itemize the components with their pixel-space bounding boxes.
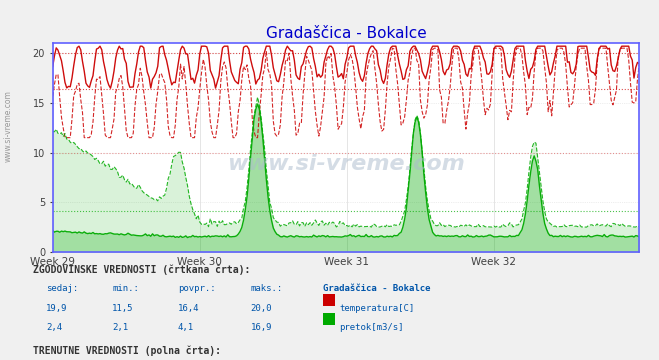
Text: 4,1: 4,1 xyxy=(178,323,194,332)
Text: TRENUTNE VREDNOSTI (polna črta):: TRENUTNE VREDNOSTI (polna črta): xyxy=(33,345,221,356)
Text: maks.:: maks.: xyxy=(250,284,283,293)
Title: Gradaščica - Bokalce: Gradaščica - Bokalce xyxy=(266,26,426,41)
Text: 11,5: 11,5 xyxy=(112,304,134,313)
Text: www.si-vreme.com: www.si-vreme.com xyxy=(3,90,13,162)
Text: 2,4: 2,4 xyxy=(46,323,62,332)
Text: sedaj:: sedaj: xyxy=(46,284,78,293)
Text: temperatura[C]: temperatura[C] xyxy=(339,304,415,313)
Text: 20,0: 20,0 xyxy=(250,304,272,313)
Text: 19,9: 19,9 xyxy=(46,304,68,313)
Text: Gradaščica - Bokalce: Gradaščica - Bokalce xyxy=(323,284,430,293)
Text: min.:: min.: xyxy=(112,284,139,293)
Text: 2,1: 2,1 xyxy=(112,323,128,332)
Text: 16,9: 16,9 xyxy=(250,323,272,332)
Text: pretok[m3/s]: pretok[m3/s] xyxy=(339,323,404,332)
Text: 16,4: 16,4 xyxy=(178,304,200,313)
Text: ZGODOVINSKE VREDNOSTI (črtkana črta):: ZGODOVINSKE VREDNOSTI (črtkana črta): xyxy=(33,265,250,275)
Text: povpr.:: povpr.: xyxy=(178,284,215,293)
Text: www.si-vreme.com: www.si-vreme.com xyxy=(227,154,465,174)
